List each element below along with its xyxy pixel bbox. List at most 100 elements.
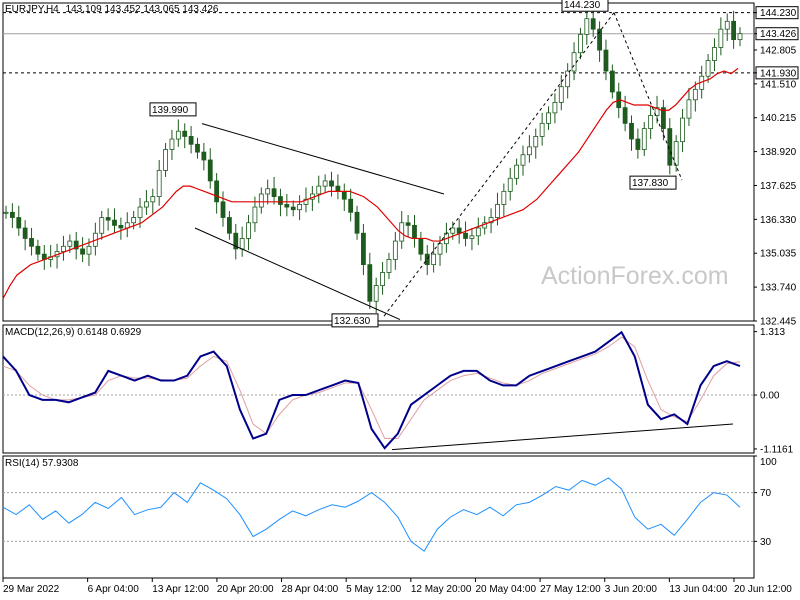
- candle-body: [137, 206, 143, 218]
- candle-body: [22, 227, 28, 239]
- candle-body: [424, 253, 430, 266]
- candle-body: [169, 138, 175, 150]
- macd-title: MACD(12,26,9) 0.6148 0.6929: [5, 327, 142, 338]
- candle-body: [3, 211, 9, 214]
- rsi-tick-label: 30: [760, 537, 772, 548]
- price-tick-label: 137.625: [760, 181, 797, 192]
- candle-body: [712, 47, 717, 61]
- candle-body: [392, 240, 398, 260]
- candle-body: [661, 107, 666, 129]
- candle-body: [201, 151, 207, 161]
- candle-body: [641, 128, 647, 150]
- candle-body: [463, 232, 468, 239]
- candle-body: [246, 222, 251, 239]
- candle-body: [590, 18, 596, 30]
- candle-body: [220, 201, 226, 218]
- candle-body: [265, 188, 271, 195]
- candle-body: [578, 33, 583, 54]
- macd-tick-label: 1.313: [760, 327, 785, 338]
- candle-body: [239, 238, 245, 250]
- price-tick-label: 135.035: [760, 249, 797, 260]
- symbol-label: EURJPY,H4: [5, 4, 59, 15]
- rsi-title: RSI(14) 57.9308: [5, 458, 79, 469]
- candle-body: [182, 130, 188, 137]
- ma-line: [2, 67, 739, 299]
- candle-body: [731, 20, 737, 41]
- macd-signal-line: [2, 336, 741, 440]
- candle-body: [520, 154, 526, 166]
- candle-body: [73, 240, 79, 250]
- candle-body: [539, 122, 545, 137]
- candle-body: [667, 128, 673, 166]
- candle-body: [456, 227, 462, 234]
- candle-body: [67, 240, 73, 247]
- price-tick-label: 132.445: [760, 317, 797, 328]
- rsi-tick-label: 100: [760, 457, 777, 468]
- candle-body: [290, 206, 296, 211]
- label-high-2: 144.230: [564, 0, 601, 11]
- candle-body: [118, 224, 124, 229]
- price-tick-label: 144.230: [760, 8, 797, 19]
- candle-body: [705, 60, 711, 77]
- x-tick-label: 28 Apr 04:00: [282, 584, 339, 595]
- candle-body: [737, 33, 743, 41]
- candle-body: [495, 204, 500, 218]
- label-low-2-box: [629, 175, 677, 190]
- candle-body: [348, 198, 354, 213]
- candle-body: [335, 185, 341, 192]
- candle-body: [724, 20, 730, 30]
- candle-body: [29, 238, 34, 247]
- candle-body: [354, 211, 360, 234]
- chart-header: EURJPY,H4 143.109 143.452 143.065 143.42…: [5, 4, 219, 15]
- candle-body: [86, 245, 92, 255]
- label-high-2-box: [561, 0, 609, 12]
- x-tick-label: 13 Apr 12:00: [152, 584, 209, 595]
- channel-lower-line: [194, 227, 401, 321]
- macd-tick-label: 0.00: [760, 391, 780, 402]
- candle-body: [380, 272, 385, 286]
- candle-body: [571, 52, 577, 72]
- label-low-1: 132.630: [334, 316, 371, 327]
- candle-body: [673, 141, 679, 166]
- candle-body: [648, 115, 654, 129]
- price-tick-label: 141.510: [760, 79, 797, 90]
- candle-body: [303, 198, 309, 205]
- x-tick-label: 20 Apr 20:00: [217, 584, 274, 595]
- candle-body: [635, 138, 641, 150]
- candle-body: [35, 245, 41, 255]
- price-tick-label: 140.215: [760, 113, 797, 124]
- candle-body: [131, 217, 137, 224]
- candle-body: [680, 117, 685, 143]
- label-high-1-box: [149, 102, 197, 117]
- rsi-tick-label: 70: [760, 488, 772, 499]
- candle-body: [156, 170, 162, 197]
- fib-line-down: [613, 12, 683, 181]
- candle-body: [105, 217, 111, 221]
- candle-body: [412, 224, 417, 239]
- candle-body: [488, 217, 494, 224]
- candle-body: [686, 99, 692, 119]
- candle-body: [437, 243, 443, 255]
- candle-body: [533, 136, 539, 148]
- price-tick-label: 133.740: [760, 283, 797, 294]
- watermark: ActionForex.com: [541, 262, 729, 290]
- candle-body: [322, 180, 328, 187]
- candle-body: [271, 188, 277, 197]
- candle-body: [622, 107, 628, 124]
- candle-body: [175, 130, 181, 140]
- x-tick-label: 13 Jun 04:00: [669, 584, 727, 595]
- candle-body: [654, 107, 660, 116]
- macd-tick-label: -1.1161: [760, 444, 794, 455]
- candle-body: [9, 211, 15, 218]
- candle-body: [214, 180, 220, 203]
- candle-body: [629, 122, 634, 140]
- candle-body: [61, 245, 66, 252]
- candle-body: [16, 217, 22, 229]
- price-tick-label: 141.930: [760, 68, 797, 79]
- candle-body: [226, 217, 232, 234]
- x-tick-label: 20 May 04:00: [475, 584, 536, 595]
- panel-frame-2: [2, 455, 755, 579]
- macd-line: [2, 330, 741, 450]
- label-high-1: 139.990: [152, 105, 189, 116]
